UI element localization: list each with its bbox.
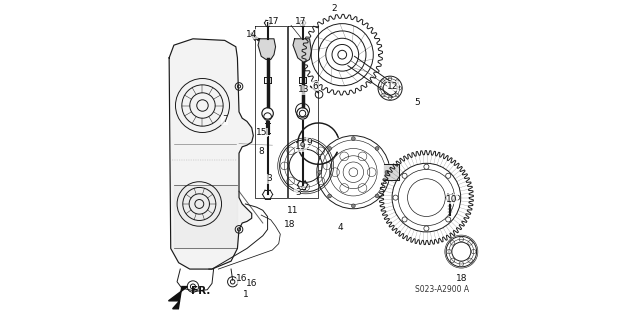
Circle shape [424,226,429,231]
Circle shape [328,194,332,198]
Text: 10: 10 [446,195,458,204]
Text: 15: 15 [257,128,268,137]
Circle shape [351,204,355,208]
Text: 18: 18 [456,274,467,283]
Text: 14: 14 [246,30,257,39]
Text: 2: 2 [332,4,337,13]
Circle shape [351,137,355,140]
Text: 3: 3 [295,188,301,197]
Text: S023-A2900 A: S023-A2900 A [415,285,469,294]
Circle shape [455,195,460,200]
Circle shape [424,164,429,169]
Text: 9: 9 [306,137,312,146]
Polygon shape [174,185,237,249]
Polygon shape [385,164,399,180]
Polygon shape [168,286,188,309]
Text: 16: 16 [246,279,257,288]
Text: 4: 4 [338,223,344,232]
Text: 16: 16 [236,274,248,283]
Text: 17: 17 [295,17,307,26]
Text: 11: 11 [287,206,299,215]
Polygon shape [169,39,253,269]
Text: 7: 7 [222,115,228,124]
Text: FR.: FR. [191,286,210,296]
Text: 8: 8 [259,147,264,156]
Circle shape [445,173,451,178]
Text: 6: 6 [312,82,318,91]
Text: 19: 19 [295,142,307,151]
Text: 17: 17 [268,17,280,26]
Circle shape [402,217,407,222]
Circle shape [375,146,379,150]
Polygon shape [258,39,276,59]
Text: 5: 5 [414,98,420,107]
Text: 3: 3 [266,174,272,183]
Circle shape [393,195,398,200]
Text: 13: 13 [298,85,309,94]
Text: 1: 1 [243,290,248,299]
Circle shape [402,173,407,178]
Circle shape [385,170,389,174]
Circle shape [445,217,451,222]
Circle shape [375,194,379,198]
Circle shape [328,146,332,150]
Text: 18: 18 [284,220,296,229]
Circle shape [318,170,322,174]
Polygon shape [293,39,312,63]
Text: 12: 12 [387,82,399,91]
